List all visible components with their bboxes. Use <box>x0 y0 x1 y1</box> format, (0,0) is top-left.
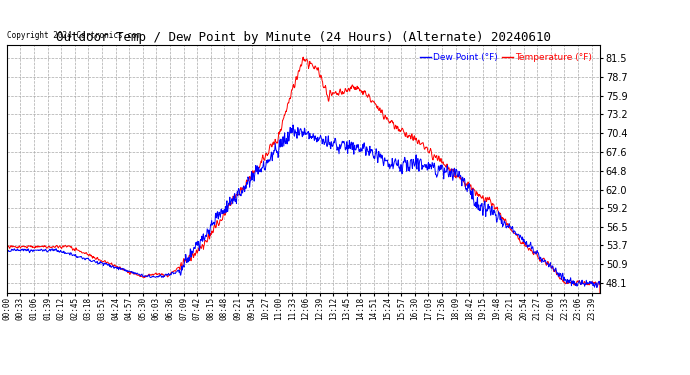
Legend: Dew Point (°F), Temperature (°F): Dew Point (°F), Temperature (°F) <box>416 50 595 66</box>
Text: Copyright 2024 Cartronics.com: Copyright 2024 Cartronics.com <box>7 31 141 40</box>
Title: Outdoor Temp / Dew Point by Minute (24 Hours) (Alternate) 20240610: Outdoor Temp / Dew Point by Minute (24 H… <box>56 31 551 44</box>
